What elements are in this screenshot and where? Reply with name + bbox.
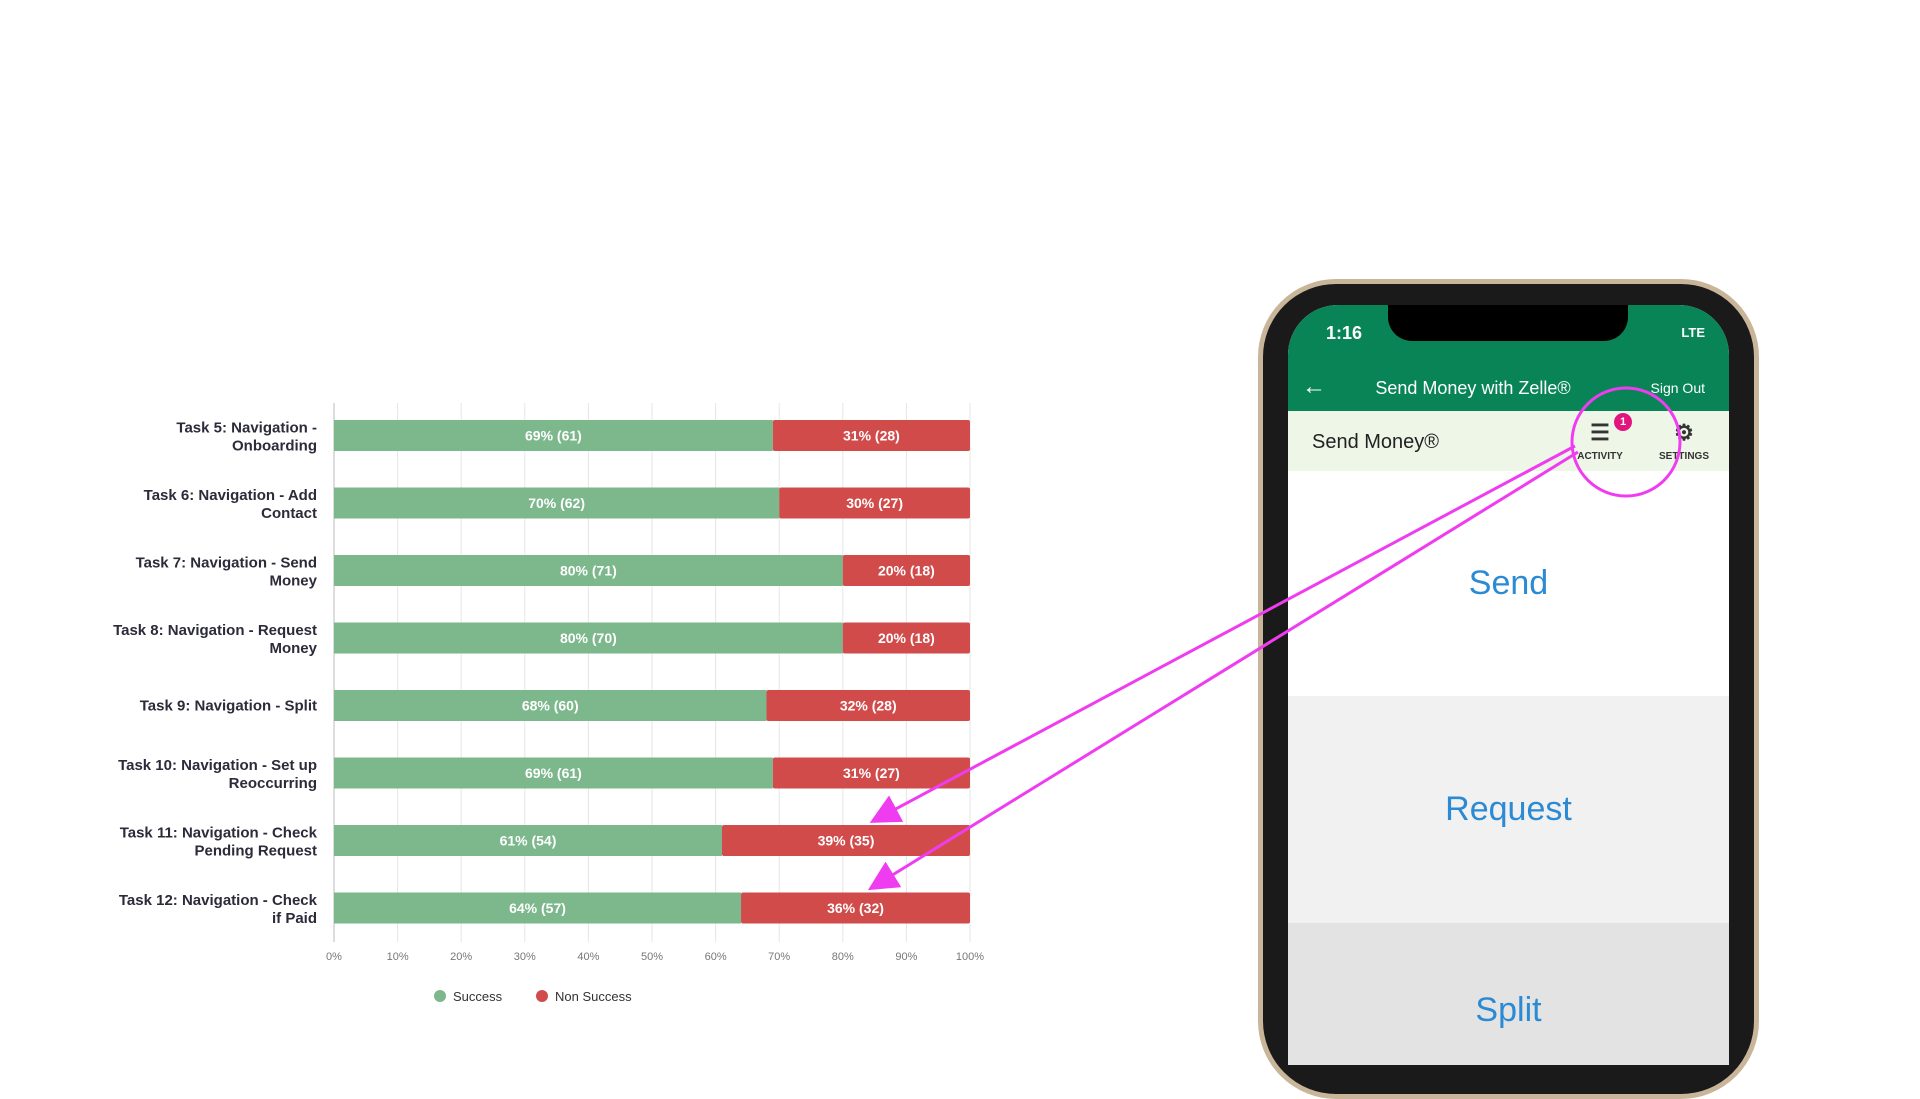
subheader: Send Money® ☰ 1 ACTIVITY ⚙ SETTINGS: [1288, 411, 1729, 471]
legend-marker: [434, 990, 446, 1002]
data-label: 20% (18): [878, 630, 935, 646]
status-time: 1:16: [1326, 323, 1363, 343]
nav-title: Send Money with Zelle®: [1375, 378, 1571, 398]
data-label: 70% (62): [528, 495, 585, 511]
request-option[interactable]: Request: [1288, 696, 1729, 923]
x-tick-label: 70%: [768, 951, 790, 963]
x-tick-label: 50%: [641, 951, 663, 963]
gear-icon: ⚙: [1674, 421, 1694, 445]
notch: [1388, 305, 1628, 341]
data-label: 69% (61): [525, 765, 582, 781]
bar-success: [334, 555, 843, 586]
bar-success: [334, 892, 742, 924]
bar-success: [334, 690, 767, 721]
x-tick-label: 80%: [832, 951, 854, 963]
x-tick-label: 60%: [705, 951, 727, 963]
data-label: 32% (28): [840, 698, 897, 714]
send-option[interactable]: Send: [1288, 471, 1729, 696]
x-tick-label: 30%: [514, 951, 536, 963]
x-tick-label: 0%: [326, 951, 342, 963]
phone-screen: 1:16 LTE ← Send Money with Zelle® Sign O…: [1288, 305, 1729, 1065]
data-label: 68% (60): [522, 698, 579, 714]
data-label: 20% (18): [878, 563, 935, 579]
legend-label: Success: [453, 989, 503, 1004]
x-tick-label: 40%: [577, 951, 599, 963]
data-label: 31% (27): [843, 765, 900, 781]
category-label: Task 10: Navigation - Set up Reoccurring: [118, 757, 317, 792]
data-label: 31% (28): [843, 428, 900, 444]
data-label: 64% (57): [509, 900, 566, 916]
data-label: 80% (70): [560, 630, 617, 646]
sign-out-button[interactable]: Sign Out: [1650, 380, 1705, 396]
category-label: Task 7: Navigation - Send Money: [136, 555, 318, 590]
category-label: Task 5: Navigation -Onboarding: [176, 420, 317, 455]
nav-bar: ← Send Money with Zelle® Sign Out: [1288, 365, 1729, 411]
category-label: Task 9: Navigation - Split: [140, 698, 317, 715]
bar-non-success: [741, 892, 970, 924]
bar-success: [334, 757, 773, 789]
data-label: 39% (35): [818, 833, 875, 849]
category-label: Task 11: Navigation - Check Pending Reque…: [120, 825, 318, 860]
bar-success: [334, 487, 780, 519]
activity-button[interactable]: ☰ 1 ACTIVITY: [1570, 413, 1632, 462]
data-label: 69% (61): [525, 428, 582, 444]
activity-label: ACTIVITY: [1577, 451, 1623, 462]
category-label: Task 12: Navigation - Check if Paid: [119, 892, 318, 927]
category-label: Task 6: Navigation - Add Contact: [144, 487, 317, 522]
legend-marker: [536, 990, 548, 1002]
data-label: 61% (54): [500, 833, 557, 849]
legend-label: Non Success: [555, 989, 632, 1004]
data-label: 30% (27): [846, 495, 903, 511]
stacked-bar-chart: 0% 10% 20% 30% 40% 50% 60% 70% 80% 90% 100% Task 5:…: [113, 403, 984, 1004]
x-tick-label: 10%: [387, 951, 409, 963]
bar-success: [334, 622, 843, 654]
data-label: 36% (32): [827, 900, 884, 916]
notification-badge: 1: [1614, 413, 1632, 431]
split-option[interactable]: Split: [1288, 923, 1729, 1065]
list-icon: ☰: [1590, 421, 1610, 445]
x-tick-label: 100%: [956, 951, 984, 963]
status-bar: 1:16 LTE: [1288, 305, 1729, 365]
settings-label: SETTINGS: [1658, 451, 1709, 462]
bar-success: [334, 825, 722, 856]
x-tick-label: 90%: [895, 951, 917, 963]
network-indicator: LTE: [1681, 325, 1705, 340]
settings-button[interactable]: ⚙ SETTINGS: [1654, 421, 1714, 462]
back-arrow-icon[interactable]: ←: [1302, 373, 1326, 400]
x-tick-label: 20%: [450, 951, 472, 963]
category-label: Task 8: Navigation - Request Money: [113, 622, 318, 657]
bar-non-success: [772, 420, 970, 451]
bar-success: [334, 420, 773, 451]
subheader-title: Send Money®: [1312, 431, 1440, 453]
data-label: 80% (71): [560, 563, 617, 579]
